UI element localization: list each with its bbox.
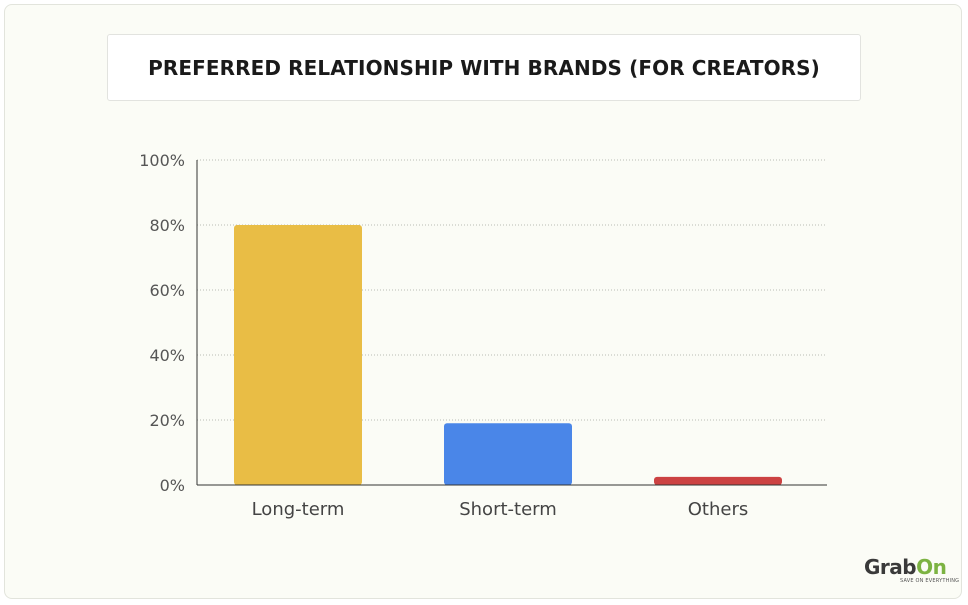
chart-title: PREFERRED RELATIONSHIP WITH BRANDS (FOR … <box>148 55 820 80</box>
bars <box>234 225 782 485</box>
x-tick-label: Short-term <box>459 499 557 520</box>
grabon-logo: GrabOn SAVE ON EVERYTHING <box>864 555 959 586</box>
logo-wordmark: GrabOn <box>864 555 947 579</box>
y-tick-label: 80% <box>149 216 185 235</box>
x-axis-labels: Long-term Short-term Others <box>252 499 749 520</box>
y-tick-label: 40% <box>149 346 185 365</box>
x-tick-label: Long-term <box>252 499 345 520</box>
bar-short-term <box>444 423 572 485</box>
y-axis-ticks: 0% 20% 40% 60% 80% 100% <box>139 151 185 495</box>
logo-text-main: Grab <box>864 555 917 579</box>
logo-tagline: SAVE ON EVERYTHING <box>900 578 960 584</box>
y-tick-label: 20% <box>149 411 185 430</box>
logo-text-accent: On <box>916 555 947 579</box>
chart-title-box: PREFERRED RELATIONSHIP WITH BRANDS (FOR … <box>107 34 861 101</box>
y-tick-label: 0% <box>160 476 185 495</box>
bar-long-term <box>234 225 362 485</box>
bar-others <box>654 476 782 485</box>
y-tick-label: 60% <box>149 281 185 300</box>
chart-card <box>4 4 962 599</box>
x-tick-label: Others <box>688 499 749 520</box>
y-tick-label: 100% <box>139 151 185 170</box>
